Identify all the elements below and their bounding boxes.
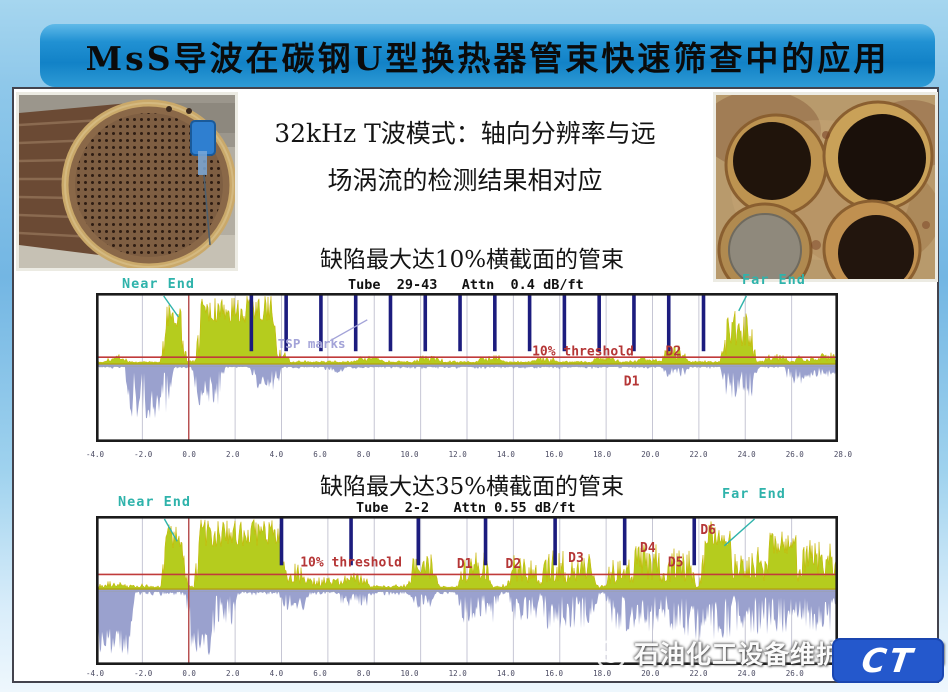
x-tick-label: 24.0 [737,450,756,459]
x-tick-label: 24.0 [737,669,756,678]
waveform-plot-10pct: 10% threshold D2 D1 TSP marks [96,293,838,442]
x-tick-label: 6.0 [313,669,327,678]
x-tick-label: 6.0 [313,450,327,459]
chart1-near-end-label: Near End [122,276,196,292]
x-tick-label: 4.0 [269,450,284,459]
waveform-plot-35pct: 10% threshold D1 D2 D3 D4 D5 D6 [96,516,838,665]
chart1-x-axis-labels: -4.0 -2.0 0.0 2.0 4.0 6.0 8.0 10.0 12.0 14.0 16.0 1… [86,450,852,459]
x-tick-label: 4.0 [269,669,284,678]
x-tick-label: 10.0 [400,669,419,678]
chart1-far-end-label: Far End [742,272,806,288]
svg-text:D1: D1 [624,374,640,389]
x-tick-label: 26.0 [785,669,804,678]
svg-text:D3: D3 [568,551,584,566]
x-tick-label: 22.0 [689,669,708,678]
svg-text:D4: D4 [640,541,656,556]
chart1-title: Tube 29-43 Attn 0.4 dB/ft [348,277,584,293]
section2-heading: 缺陷最大达35%横截面的管束 [319,474,625,500]
x-tick-label: 12.0 [448,669,467,678]
photo-tube-bundle [16,92,238,271]
x-tick-label: -4.0 [86,669,105,678]
x-tick-label: 22.0 [689,450,708,459]
x-tick-label: 16.0 [544,450,564,459]
x-tick-label: 2.0 [225,669,240,678]
x-tick-label: 14.0 [496,450,515,459]
chart2-near-end-label: Near End [118,494,192,510]
x-tick-label: 28.0 [833,450,852,459]
chart2-title: Tube 2-2 Attn 0.55 dB/ft [356,500,576,516]
corroded-tubesheet-illustration [716,95,935,279]
intro-line-2: 场涡流的检测结果相对应 [327,166,603,195]
x-tick-label: 10.0 [400,450,419,459]
watermark-logo-icon [590,638,627,671]
svg-text:D5: D5 [668,556,684,571]
section1-heading: 缺陷最大达10%横截面的管束 [319,247,625,273]
x-tick-label: -2.0 [134,450,153,459]
x-tick-label: -2.0 [134,669,153,678]
svg-text:D2: D2 [506,557,522,572]
x-tick-label: 0.0 [182,450,196,459]
x-tick-label: 14.0 [496,669,515,678]
svg-text:10% threshold: 10% threshold [532,345,634,360]
sensor-clamp [190,120,216,156]
svg-text:D2: D2 [666,345,682,360]
x-tick-label: 12.0 [448,450,467,459]
x-tick-label: 26.0 [785,450,804,459]
x-tick-label: 8.0 [356,450,371,459]
chart2-far-end-label: Far End [722,486,786,502]
svg-text:10% threshold: 10% threshold [300,556,402,571]
corner-logo-text: CT [858,641,918,680]
x-tick-label: 16.0 [544,669,564,678]
tube-bundle-illustration [19,95,235,268]
x-tick-label: 20.0 [641,669,660,678]
x-tick-label: 18.0 [593,669,612,678]
svg-text:D6: D6 [700,523,716,538]
corner-logo: CT [832,638,944,683]
chart2-x-axis-labels: -4.0 -2.0 0.0 2.0 4.0 6.0 8.0 10.0 12.0 14.0 16.0 1… [86,669,852,678]
slide-title: MsS导波在碳钢U型换热器管束快速筛查中的应用 [85,38,890,78]
x-tick-label: 8.0 [356,669,371,678]
title-bar: MsS导波在碳钢U型换热器管束快速筛查中的应用 [40,24,935,87]
photo-corroded-tubesheet [713,92,938,282]
svg-text:D1: D1 [457,557,473,572]
intro-text: 32kHz T波模式：轴向分辨率与远 场涡流的检测结果相对应 [240,110,690,204]
svg-text:TSP marks: TSP marks [278,336,346,351]
x-tick-label: 20.0 [641,450,660,459]
x-tick-label: -4.0 [86,450,105,459]
intro-line-1: 32kHz T波模式：轴向分辨率与远 [274,119,656,148]
x-tick-label: 0.0 [182,669,196,678]
x-tick-label: 18.0 [593,450,612,459]
x-tick-label: 2.0 [225,450,240,459]
